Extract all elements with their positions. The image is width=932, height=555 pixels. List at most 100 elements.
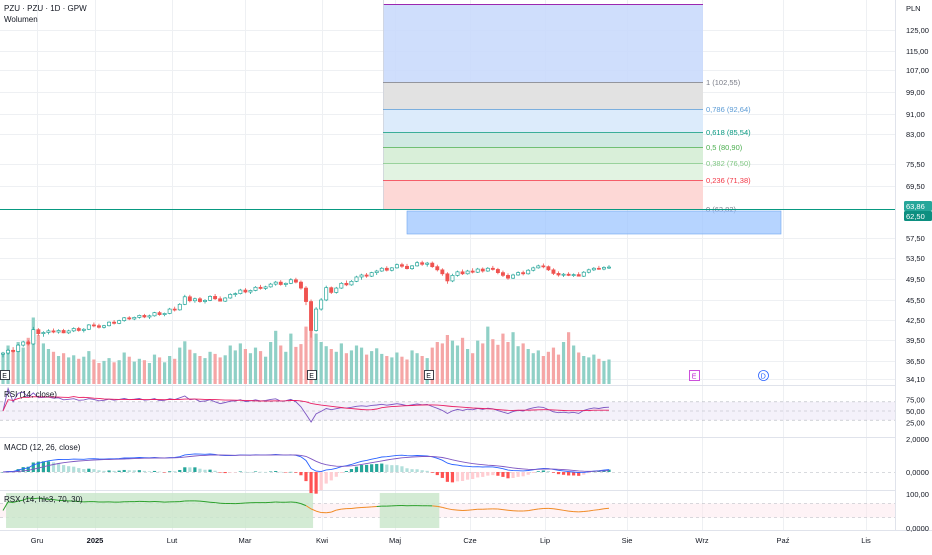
volume-bar (597, 359, 600, 384)
volume-bar (592, 355, 595, 384)
candle-body (32, 330, 35, 344)
volume-bar (153, 355, 156, 384)
candle-body (57, 330, 60, 332)
candle-body (118, 321, 121, 324)
rsx-line-segment (468, 510, 473, 511)
fib-zone (383, 132, 703, 147)
macd-label[interactable]: MACD (12, 26, close) (4, 443, 81, 452)
candle-body (234, 294, 237, 295)
rsi-tick-label: 75,00 (906, 396, 925, 405)
candle-body (62, 330, 65, 332)
candle-body (148, 316, 151, 317)
symbol-legend[interactable]: PZU · PZU · 1D · GPW (4, 4, 87, 13)
price-tick-label: 107,00 (906, 66, 929, 75)
volume-bar (77, 359, 80, 384)
price-tick-label: 34,10 (906, 375, 925, 384)
volume-bar (511, 332, 514, 384)
volume-bar (289, 334, 292, 384)
volume-bar (375, 348, 378, 384)
macd-histogram-bar (542, 470, 545, 472)
svg-text:E: E (426, 373, 431, 380)
macd-histogram-bar (340, 472, 343, 473)
fib-zone (383, 109, 703, 132)
volume-bar (456, 346, 459, 385)
macd-histogram-bar (214, 471, 217, 472)
consolidation-box[interactable] (407, 211, 781, 234)
candle-body (592, 268, 595, 270)
time-tick-label: Paź (777, 536, 790, 545)
price-tick-label: 57,50 (906, 234, 925, 243)
time-tick-label: 2025 (87, 536, 104, 545)
volume-bar (239, 343, 242, 384)
candle-body (304, 288, 307, 301)
fibonacci-retracement[interactable]: 1 (102,55)0,786 (92,64)0,618 (85,54)0,5 … (383, 0, 751, 214)
volume-bar (294, 347, 297, 384)
currency-label: PLN (906, 4, 921, 13)
volume-bar (87, 351, 90, 384)
volume-bar (102, 361, 105, 384)
earnings-marker-3[interactable]: E (425, 371, 434, 381)
rsx-tick-label: 100,00 (906, 490, 929, 499)
volume-bar (355, 346, 358, 385)
candle-body (426, 263, 429, 264)
candle-body (193, 299, 196, 301)
candle-body (431, 263, 434, 267)
volume-bar (370, 351, 373, 384)
macd-histogram-bar (198, 469, 201, 472)
candle-body (72, 328, 75, 330)
macd-histogram-bar (87, 469, 90, 472)
time-tick-label: Kwi (316, 536, 328, 545)
macd-histogram-bar (325, 472, 328, 484)
macd-histogram-bar (274, 471, 277, 472)
price-tick-label: 49,50 (906, 275, 925, 284)
macd-histogram-bar (320, 472, 323, 490)
earnings-marker-future[interactable]: E (690, 371, 700, 381)
macd-histogram-bar (219, 472, 222, 473)
candle-body (350, 281, 353, 285)
candle-body (77, 328, 80, 330)
candle-body (325, 288, 328, 300)
macd-histogram-bar (183, 467, 186, 472)
candle-body (597, 268, 600, 269)
rsx-line-segment (503, 510, 508, 511)
rsx-label[interactable]: RSX (14, hlc3, 70, 30) (4, 495, 83, 504)
macd-histogram-bar (123, 470, 126, 472)
volume-bar (416, 353, 419, 384)
volume-bar (234, 350, 237, 384)
macd-histogram-bar (107, 470, 110, 472)
macd-histogram-bar (481, 472, 484, 477)
candle-body (557, 273, 560, 275)
earnings-marker-2[interactable]: E (308, 371, 317, 381)
volume-bar (82, 357, 85, 384)
volume-bar (203, 358, 206, 384)
candle-body (249, 290, 252, 292)
volume-bar (193, 353, 196, 384)
volume-bar (471, 353, 474, 384)
candle-body (355, 277, 358, 281)
macd-histogram-bar (365, 465, 368, 472)
macd-histogram-bar (395, 465, 398, 472)
fib-zone (383, 147, 703, 163)
candle-body (1, 353, 4, 354)
macd-histogram-bar (416, 469, 419, 472)
rsi-label[interactable]: RSI (14, close) (4, 390, 57, 399)
candle-body (12, 350, 15, 351)
candle-body (294, 280, 297, 282)
dividend-marker-future[interactable]: D (759, 371, 769, 381)
volume-legend[interactable]: Wolumen (4, 15, 38, 24)
macd-histogram-bar (436, 472, 439, 475)
macd-histogram-bar (259, 472, 262, 473)
volume-bar (350, 350, 353, 384)
macd-histogram-bar (441, 472, 444, 478)
macd-histogram-bar (269, 472, 272, 473)
candle-body (400, 265, 403, 267)
volume-bar (269, 342, 272, 384)
candle-body (421, 263, 424, 265)
volume-bar (501, 334, 504, 384)
candle-body (229, 294, 232, 298)
candle-body (511, 275, 514, 278)
volume-bar (517, 346, 520, 384)
earnings-marker-1[interactable]: E (1, 371, 10, 381)
